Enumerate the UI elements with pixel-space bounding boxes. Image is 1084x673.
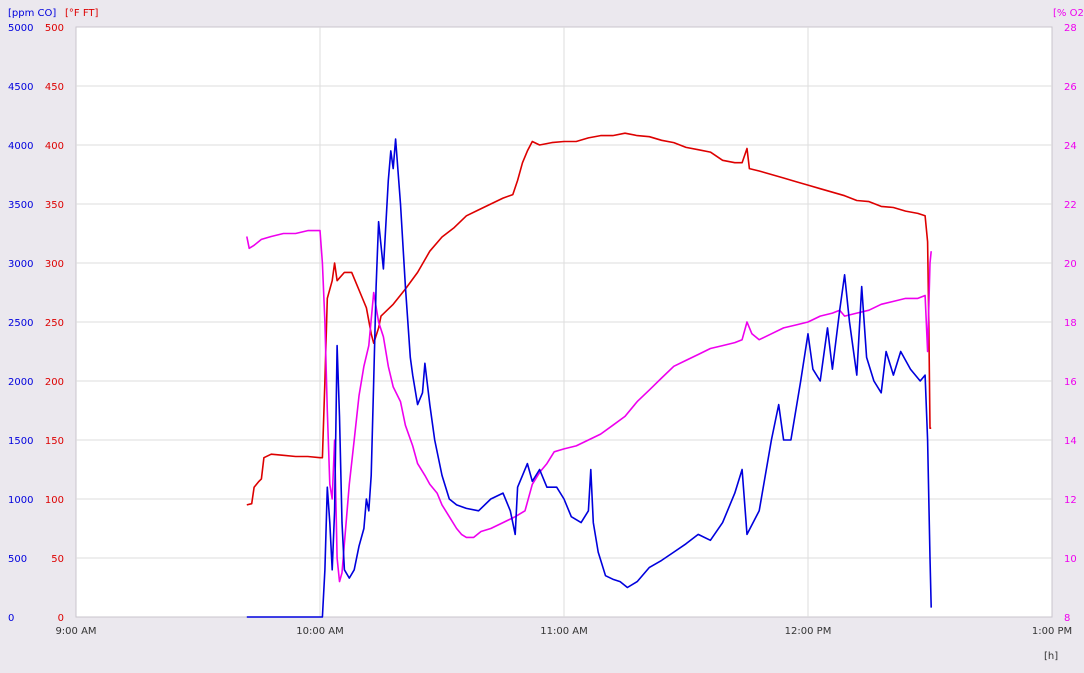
co-tick-label: 2000 — [8, 377, 33, 388]
co-series-line — [246, 138, 932, 618]
temp-tick-label: 450 — [45, 82, 64, 93]
x-axis-unit: [h] — [1044, 651, 1058, 662]
o2-tick-label: 16 — [1064, 377, 1077, 388]
o2-tick-label: 10 — [1064, 554, 1077, 565]
co-tick-label: 4000 — [8, 141, 33, 152]
x-tick-label: 9:00 AM — [55, 626, 96, 637]
co-tick-label: 3500 — [8, 200, 33, 211]
temp-tick-label: 250 — [45, 318, 64, 329]
x-tick-label: 10:00 AM — [296, 626, 343, 637]
co-tick-label: 500 — [8, 554, 27, 565]
tick-labels: 0 0 8 500 50 10 1000 100 12 1500 150 14 2000 200 16 250… — [8, 23, 1077, 637]
co-tick-label: 0 — [8, 613, 14, 624]
temp-tick-label: 200 — [45, 377, 64, 388]
temp-axis-label: [°F FT] — [65, 8, 99, 19]
temp-tick-label: 100 — [45, 495, 64, 506]
co-axis-label: [ppm CO] — [8, 8, 56, 19]
temp-tick-label: 150 — [45, 436, 64, 447]
x-tick-label: 1:00 PM — [1032, 626, 1072, 637]
co-tick-label: 1500 — [8, 436, 33, 447]
grid — [76, 27, 1052, 617]
o2-axis-label: [% O2 — [1053, 8, 1084, 19]
temp-tick-label: 500 — [45, 23, 64, 34]
o2-tick-label: 28 — [1064, 23, 1077, 34]
o2-tick-label: 18 — [1064, 318, 1077, 329]
o2-tick-label: 26 — [1064, 82, 1077, 93]
co-tick-label: 2500 — [8, 318, 33, 329]
x-tick-label: 12:00 PM — [785, 626, 832, 637]
series-group — [246, 132, 932, 618]
o2-tick-label: 12 — [1064, 495, 1077, 506]
o2-tick-label: 14 — [1064, 436, 1077, 447]
o2-tick-label: 24 — [1064, 141, 1077, 152]
o2-tick-label: 22 — [1064, 200, 1077, 211]
o2-tick-label: 8 — [1064, 613, 1070, 624]
temp-tick-label: 50 — [51, 554, 64, 565]
temp-tick-label: 300 — [45, 259, 64, 270]
temp-tick-label: 0 — [58, 613, 64, 624]
temp-tick-label: 400 — [45, 141, 64, 152]
axis-labels: [ppm CO] [°F FT] [% O2 [h] — [8, 8, 1084, 662]
co-tick-label: 3000 — [8, 259, 33, 270]
o2-tick-label: 20 — [1064, 259, 1077, 270]
temp-tick-label: 350 — [45, 200, 64, 211]
o2-series-line — [246, 229, 932, 583]
temp-series-line — [246, 132, 932, 506]
co-tick-label: 4500 — [8, 82, 33, 93]
co-tick-label: 5000 — [8, 23, 33, 34]
x-tick-label: 11:00 AM — [540, 626, 587, 637]
co-tick-label: 1000 — [8, 495, 33, 506]
